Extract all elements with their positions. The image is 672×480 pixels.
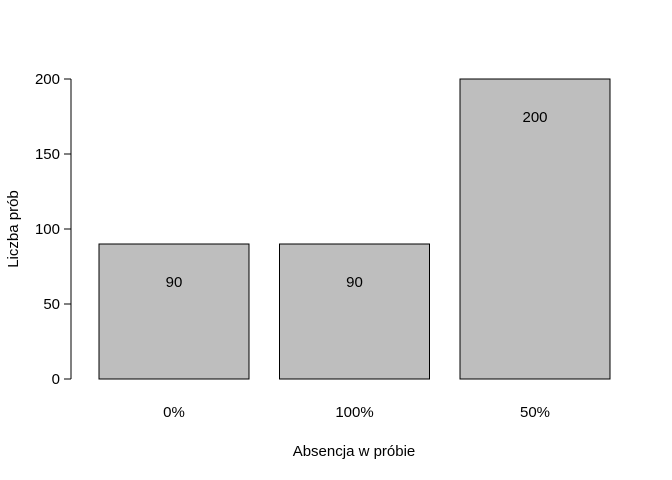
bar-0 (98, 243, 250, 380)
bar-2 (459, 78, 611, 380)
y-tick-label-0: 0 (52, 371, 60, 388)
y-tick-label-4: 200 (35, 71, 60, 88)
x-tick-labels: 0% 100% 50% (163, 404, 550, 421)
y-tick-label-1: 50 (43, 296, 60, 313)
bar-value-label-0: 90 (166, 274, 183, 291)
y-axis-label: Liczba prób (5, 190, 22, 268)
bar-value-label-2: 200 (522, 109, 547, 126)
x-tick-label-1: 100% (335, 404, 373, 421)
x-axis-label: Absencja w próbie (293, 443, 416, 460)
y-tick-label-3: 150 (35, 146, 60, 163)
x-tick-label-0: 0% (163, 404, 185, 421)
y-tick-label-2: 100 (35, 221, 60, 238)
bar-value-labels: 90 90 200 (166, 109, 548, 291)
bars-group (98, 78, 611, 380)
bar-value-label-1: 90 (346, 274, 363, 291)
bar-1 (279, 243, 430, 380)
x-tick-label-2: 50% (520, 404, 550, 421)
y-axis: 0 50 100 150 200 (35, 71, 72, 388)
